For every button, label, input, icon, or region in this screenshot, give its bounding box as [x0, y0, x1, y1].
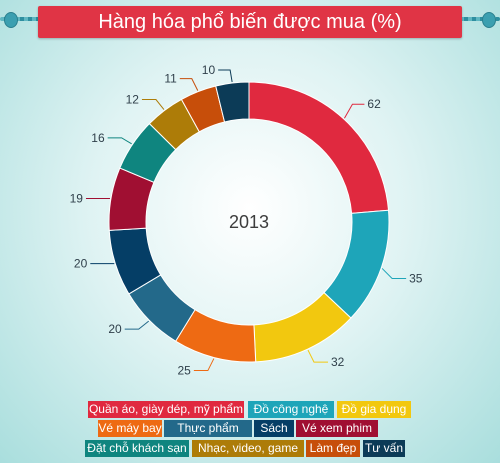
legend-item-lam-dep: Làm đẹp: [306, 440, 360, 457]
leader-line-thuc-pham: [124, 320, 150, 330]
leader-line-tu-van: [218, 69, 233, 83]
leader-line-do-gia-dung: [307, 349, 328, 363]
legend-item-thuc-pham: Thực phẩm: [164, 420, 252, 437]
rope-right-decoration: [460, 17, 500, 21]
value-label-nhac-video-game: 12: [126, 93, 140, 107]
value-label-lam-dep: 11: [164, 72, 177, 86]
slice-tu-van: [215, 81, 250, 123]
rope-knot-right-decoration: [482, 12, 496, 28]
leader-line-nhac-video-game: [141, 99, 165, 110]
leader-line-lam-dep: [179, 78, 199, 91]
value-label-thuc-pham: 20: [108, 322, 122, 336]
rope-knot-left-decoration: [4, 12, 18, 28]
legend-item-tu-van: Tư vấn: [363, 440, 405, 457]
center-label: 2013: [229, 212, 269, 232]
value-label-dat-cho-khach-san: 16: [91, 131, 105, 145]
value-label-ve-xem-phim: 19: [70, 191, 84, 205]
legend-item-dat-cho-khach-san: Đặt chỗ khách sạn: [85, 440, 189, 457]
title-banner: Hàng hóa phổ biến được mua (%): [38, 6, 462, 38]
legend-item-nhac-video-game: Nhạc, video, game: [192, 440, 304, 457]
legend-item-ve-may-bay: Vé máy bay: [98, 420, 162, 437]
value-label-sach: 20: [74, 257, 88, 271]
value-label-quan-ao-giay-dep-my-pham: 62: [367, 97, 381, 111]
chart-title: Hàng hóa phổ biến được mua (%): [98, 10, 402, 33]
value-label-do-cong-nghe: 35: [409, 271, 423, 285]
legend-item-do-gia-dung: Đồ gia dụng: [337, 401, 411, 418]
legend-item-ve-xem-phim: Vé xem phim: [296, 420, 378, 437]
rope-left-decoration: [0, 17, 40, 21]
leader-line-quan-ao-giay-dep-my-pham: [343, 103, 365, 119]
value-label-tu-van: 10: [202, 63, 216, 77]
value-label-do-gia-dung: 32: [331, 355, 345, 369]
legend-item-do-cong-nghe: Đồ công nghệ: [248, 401, 334, 418]
value-label-ve-may-bay: 25: [178, 364, 192, 378]
legend-item-sach: Sách: [254, 420, 294, 437]
leader-line-ve-may-bay: [193, 358, 215, 372]
leader-line-do-cong-nghe: [381, 268, 407, 279]
legend-item-quan-ao-giay-dep-my-pham: Quần áo, giày dép, mỹ phẩm: [88, 401, 244, 418]
leader-line-dat-cho-khach-san: [107, 137, 132, 145]
